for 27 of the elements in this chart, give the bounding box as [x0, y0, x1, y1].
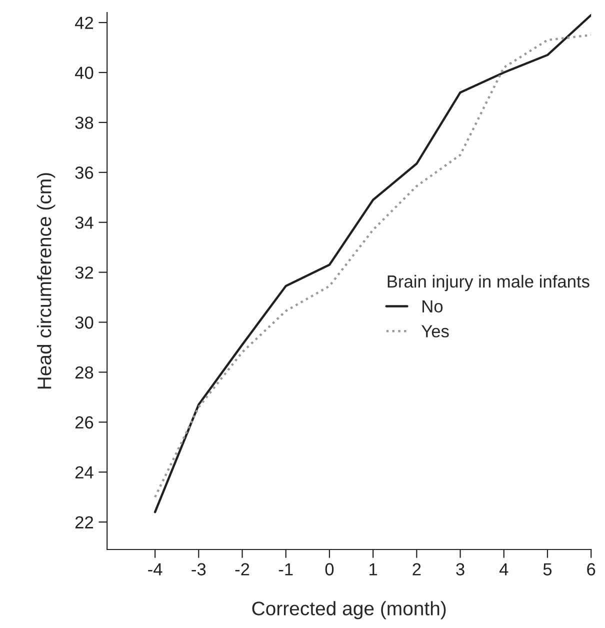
x-axis-title: Corrected age (month) — [252, 601, 446, 620]
legend-label: Yes — [421, 325, 449, 338]
x-tick-label: -3 — [192, 563, 206, 576]
legend-title: Brain injury in male infants — [388, 274, 590, 292]
y-tick-label: 32 — [75, 266, 94, 279]
x-tick-label: 3 — [456, 563, 464, 576]
x-tick-label: 5 — [543, 563, 552, 576]
x-tick-label: -4 — [148, 563, 162, 576]
y-tick-label: 42 — [74, 16, 94, 29]
x-tick-label: -2 — [235, 563, 250, 576]
x-tick-label: -1 — [278, 563, 293, 576]
y-tick-label: 38 — [75, 116, 94, 129]
y-tick-label: 26 — [75, 416, 94, 429]
y-tick-label: 30 — [75, 316, 94, 329]
y-axis-title: Head circumference (cm) — [37, 173, 56, 389]
y-tick-label: 34 — [75, 216, 94, 229]
y-tick-label: 24 — [75, 466, 94, 478]
legend-label: No — [422, 300, 443, 313]
y-tick-label: 28 — [75, 366, 94, 379]
x-tick-label: 1 — [370, 563, 378, 576]
y-tick-label: 22 — [75, 516, 94, 528]
x-tick-label: 2 — [412, 563, 421, 576]
y-tick-label: 40 — [74, 66, 94, 79]
x-tick-label: 0 — [325, 563, 334, 576]
x-tick-label: 6 — [587, 563, 596, 576]
y-tick-label: 36 — [75, 166, 94, 179]
x-tick-label: 4 — [499, 563, 508, 576]
